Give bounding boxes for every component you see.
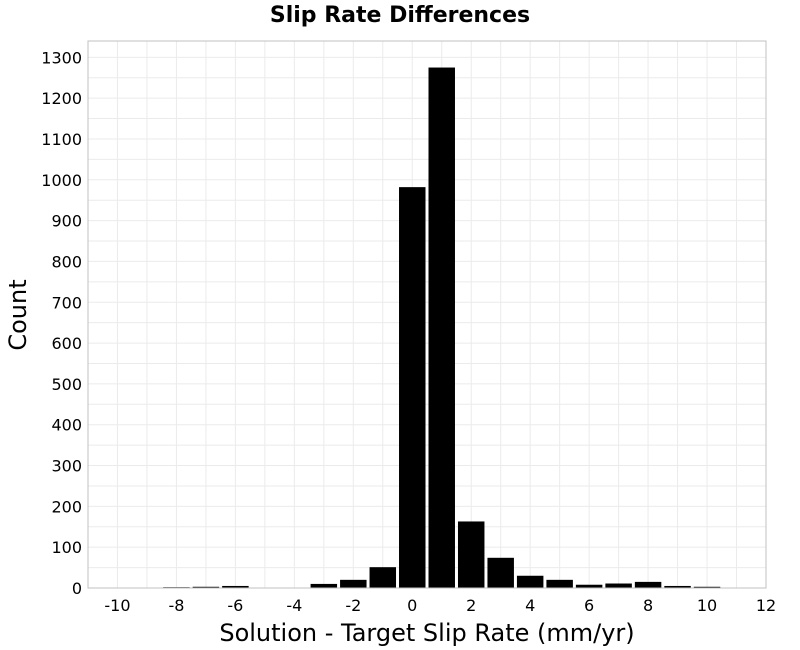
histogram-bar	[310, 583, 338, 588]
x-tick-labels: -10 -8 -6 -4 -2 0 2 4 6 8 10 12	[104, 596, 776, 615]
histogram-bar	[222, 585, 249, 588]
x-tick-label: -4	[286, 596, 302, 615]
histogram-bar	[546, 579, 573, 588]
x-tick-label: 12	[756, 596, 776, 615]
y-tick-label: 1200	[41, 89, 82, 108]
x-tick-label: 8	[643, 596, 653, 615]
y-tick-label: 700	[51, 293, 82, 312]
y-tick-label: 400	[51, 416, 82, 435]
x-tick-label: 2	[466, 596, 476, 615]
y-tick-label: 900	[51, 212, 82, 231]
histogram-bar	[575, 584, 603, 588]
grid-lines	[87, 41, 767, 589]
x-tick-label: -2	[345, 596, 361, 615]
x-axis-label: Solution - Target Slip Rate (mm/yr)	[219, 619, 634, 647]
y-tick-label: 500	[51, 375, 82, 394]
x-tick-label: 4	[525, 596, 535, 615]
x-tick-label: 6	[584, 596, 594, 615]
x-tick-label: -8	[168, 596, 184, 615]
x-tick-label: 0	[407, 596, 417, 615]
histogram-bar	[693, 586, 721, 588]
histogram-bar	[399, 187, 426, 589]
y-axis-label: Count	[4, 279, 32, 350]
histogram-bar	[340, 579, 367, 588]
histogram-bar	[605, 583, 632, 588]
y-tick-label: 800	[51, 252, 82, 271]
histogram-bar	[487, 557, 514, 588]
y-tick-label: 100	[51, 538, 82, 557]
histogram-bar	[369, 567, 397, 588]
histogram-bar	[428, 67, 455, 589]
y-tick-labels: 0 100 200 300 400 500 600 700 800 900 1000 1100 1200…	[41, 48, 82, 598]
y-tick-label: 600	[51, 334, 82, 353]
histogram-bar	[457, 521, 485, 588]
y-tick-label: 1300	[41, 48, 82, 67]
chart-title: Slip Rate Differences	[270, 3, 530, 28]
x-tick-label: 10	[697, 596, 717, 615]
histogram-bar	[516, 575, 544, 588]
y-tick-label: 200	[51, 497, 82, 516]
histogram-bar	[192, 586, 220, 588]
bars	[133, 67, 721, 589]
plot-frame	[87, 40, 767, 589]
y-tick-label: 0	[72, 579, 82, 598]
x-tick-label: -10	[104, 596, 130, 615]
x-tick-label: -6	[227, 596, 243, 615]
histogram-bar	[634, 581, 662, 588]
y-tick-label: 300	[51, 457, 82, 476]
y-tick-label: 1000	[41, 171, 82, 190]
histogram-bar	[664, 585, 691, 588]
y-tick-label: 1100	[41, 130, 82, 149]
